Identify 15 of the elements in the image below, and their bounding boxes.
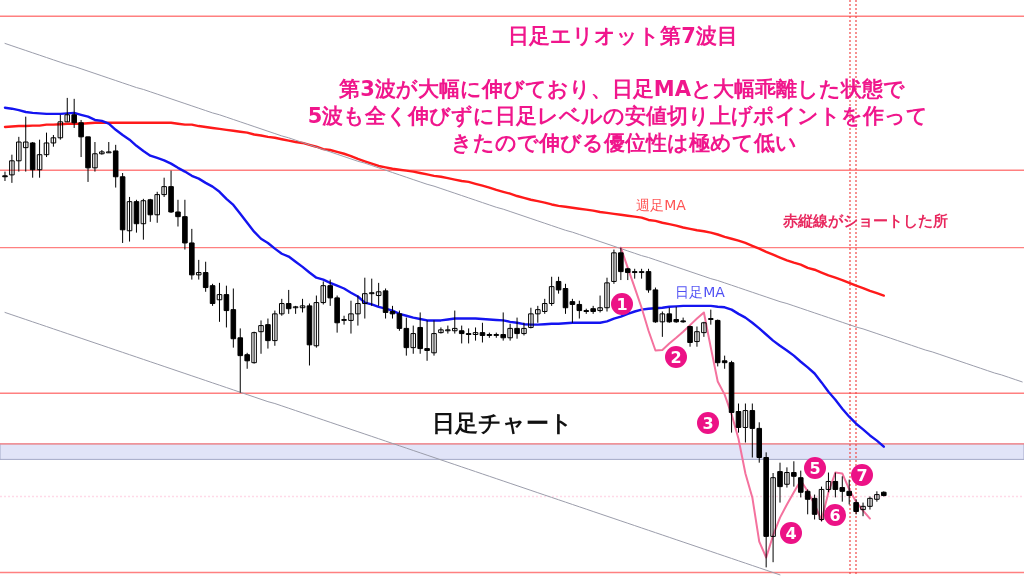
series-label: 週足MA (636, 197, 687, 213)
annotation: 4 (785, 524, 797, 543)
chart-title: 日足エリオット第7波目 (508, 24, 738, 48)
annotation: 1 (616, 295, 628, 314)
annotation: 3 (702, 414, 714, 433)
annotation: 日足チャート (431, 410, 573, 436)
annotation: 6 (829, 506, 841, 525)
annotation: 5波も全く伸びずに日足レベルの安値切り上げポイントを作って (307, 104, 929, 128)
annotation: 5 (809, 459, 821, 478)
annotation: 赤縦線がショートした所 (781, 212, 948, 230)
annotation: 7 (856, 466, 868, 485)
series-label: 日足MA (675, 284, 726, 300)
annotation: きたので伸びる優位性は極めて低い (451, 131, 797, 155)
annotation: 2 (670, 348, 682, 367)
annotation: 第3波が大幅に伸びており、日足MAと大幅乖離した状態で (338, 77, 905, 101)
